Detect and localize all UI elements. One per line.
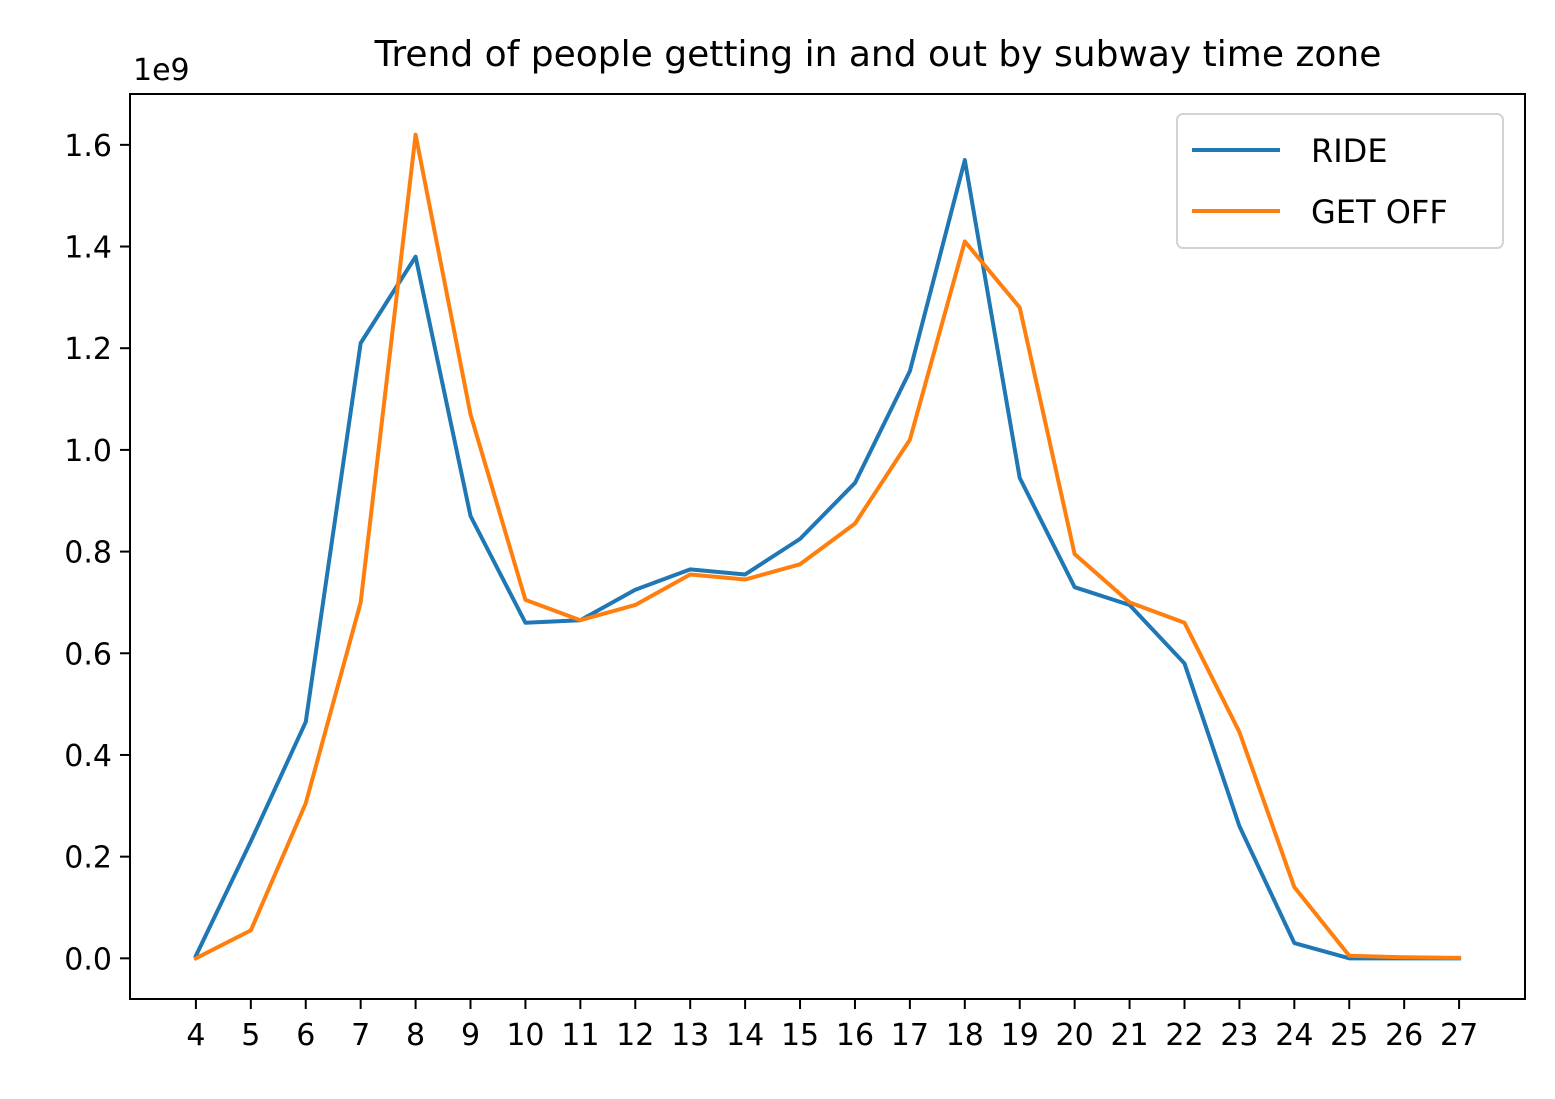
- x-tick-label: 18: [946, 1018, 984, 1053]
- x-tick-label: 4: [186, 1018, 205, 1053]
- x-tick-label: 9: [461, 1018, 480, 1053]
- x-tick-label: 5: [241, 1018, 260, 1053]
- x-tick-label: 8: [406, 1018, 425, 1053]
- y-tick-label: 0.2: [64, 841, 112, 876]
- y-tick-label: 0.0: [64, 942, 112, 977]
- y-axis: 0.0 0.2 0.4 0.6 0.8 1.0 1.2 1.4 1.6: [64, 129, 130, 977]
- x-tick-label: 12: [616, 1018, 654, 1053]
- x-tick-label: 16: [836, 1018, 874, 1053]
- x-tick-label: 11: [561, 1018, 599, 1053]
- y-tick-label: 0.6: [64, 637, 112, 672]
- x-tick-label: 19: [1001, 1018, 1039, 1053]
- x-tick-label: 17: [891, 1018, 929, 1053]
- legend-label: GET OFF: [1311, 193, 1448, 231]
- x-tick-label: 22: [1165, 1018, 1203, 1053]
- x-tick-label: 10: [506, 1018, 544, 1053]
- y-tick-label: 1.6: [64, 129, 112, 164]
- plot-frame: [129, 93, 1526, 1000]
- y-tick-label: 1.4: [64, 231, 112, 266]
- y-tick-label: 0.8: [64, 536, 112, 571]
- x-tick-label: 25: [1330, 1018, 1368, 1053]
- y-tick-label: 0.4: [64, 739, 112, 774]
- y-tick-label: 1.2: [64, 332, 112, 367]
- x-tick-label: 13: [671, 1018, 709, 1053]
- x-tick-label: 23: [1220, 1018, 1258, 1053]
- y-axis-exponent: 1e9: [133, 53, 190, 88]
- x-tick-label: 21: [1110, 1018, 1148, 1053]
- y-tick-label: 1.0: [64, 434, 112, 469]
- x-tick-label: 15: [781, 1018, 819, 1053]
- series-line-0: [193, 158, 1462, 961]
- legend-label: RIDE: [1311, 132, 1388, 170]
- series-layer: [193, 132, 1462, 962]
- x-tick-label: 27: [1440, 1018, 1478, 1053]
- x-tick-label: 14: [726, 1018, 764, 1053]
- chart-title: Trend of people getting in and out by su…: [374, 34, 1382, 75]
- series-line-1: [193, 132, 1462, 962]
- x-tick-label: 24: [1275, 1018, 1313, 1053]
- x-tick-label: 26: [1385, 1018, 1423, 1053]
- x-tick-label: 7: [351, 1018, 370, 1053]
- x-axis: 4 5 6 7 8 9 10 11 12 13 14 15 16 17 18 19 20 21 22 23 24 25 26…: [186, 999, 1478, 1053]
- legend: RIDE GET OFF: [1176, 113, 1504, 249]
- legend-box: [1176, 113, 1504, 249]
- x-tick-label: 20: [1056, 1018, 1094, 1053]
- x-tick-label: 6: [296, 1018, 315, 1053]
